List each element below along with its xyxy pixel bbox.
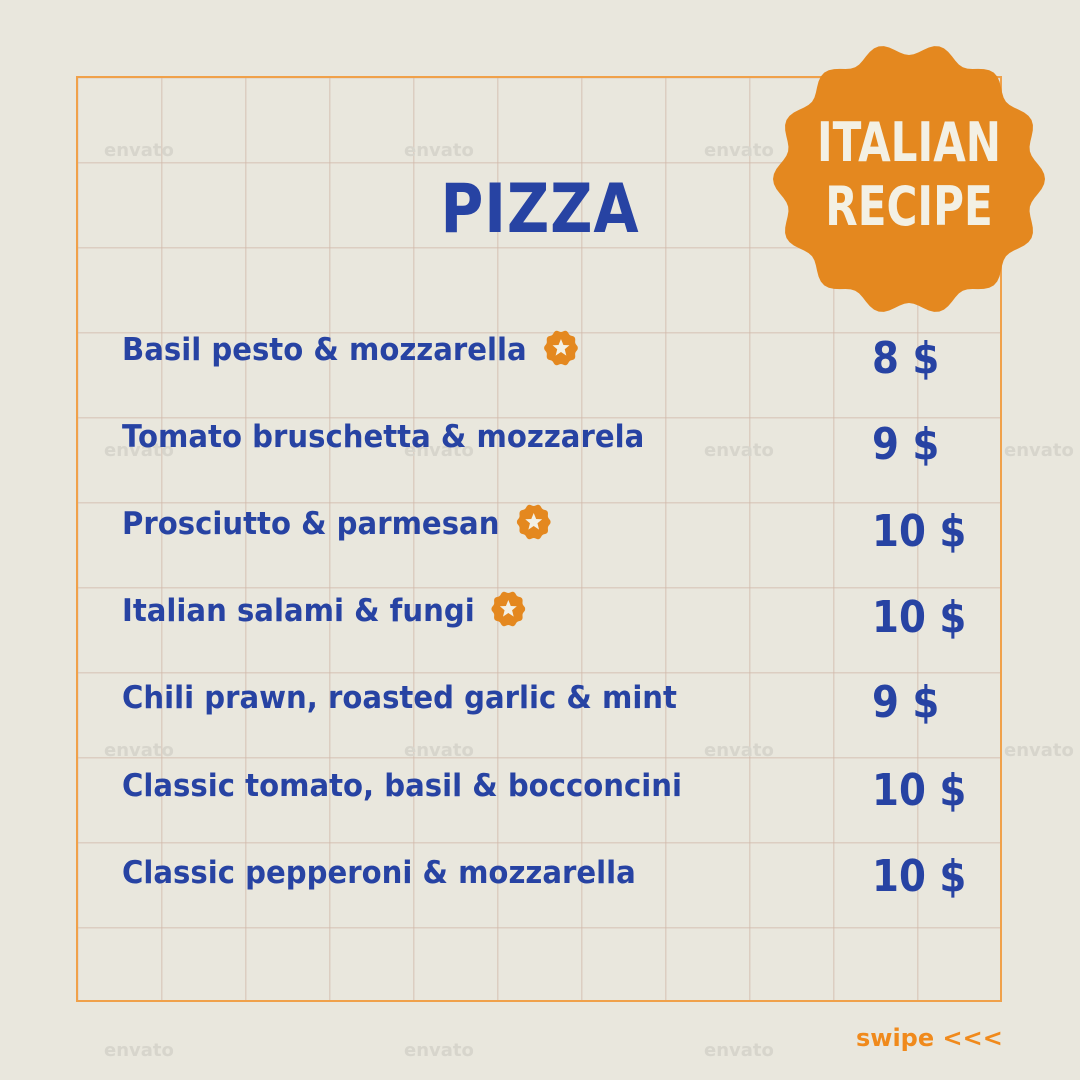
menu-item-label: Basil pesto & mozzarella xyxy=(122,332,527,368)
swipe-hint[interactable]: swipe <<< xyxy=(856,1024,1003,1052)
watermark: envato xyxy=(104,1040,174,1061)
menu-item-price: 10 $ xyxy=(872,506,967,557)
menu-item-price: 10 $ xyxy=(872,851,967,902)
watermark: envato xyxy=(704,140,774,161)
watermark: envato xyxy=(404,440,474,461)
menu-item-label: Classic tomato, basil & bocconcini xyxy=(122,768,683,804)
badge-line-2: RECIPE xyxy=(825,175,993,238)
menu-item-name: Chili prawn, roasted garlic & mint xyxy=(122,678,677,718)
watermark: envato xyxy=(1004,440,1074,461)
watermark: envato xyxy=(404,1040,474,1061)
menu-item-label: Chili prawn, roasted garlic & mint xyxy=(122,680,677,716)
watermark: envato xyxy=(404,740,474,761)
star-icon xyxy=(516,504,551,540)
badge-text: ITALIAN RECIPE xyxy=(803,111,1015,239)
star-icon xyxy=(491,591,526,627)
watermark: envato xyxy=(704,440,774,461)
menu-item-name: Italian salami & fungi xyxy=(122,591,526,631)
menu-item-label: Prosciutto & parmesan xyxy=(122,506,500,542)
menu-item-label: Classic pepperoni & mozzarella xyxy=(122,855,636,891)
menu-item-name: Classic pepperoni & mozzarella xyxy=(122,853,636,893)
watermark: envato xyxy=(1004,740,1074,761)
watermark: envato xyxy=(104,740,174,761)
menu-item-price: 10 $ xyxy=(872,765,967,816)
watermark: envato xyxy=(704,740,774,761)
menu-item-price: 9 $ xyxy=(872,419,940,470)
menu-item-name: Classic tomato, basil & bocconcini xyxy=(122,766,682,806)
star-icon xyxy=(543,330,578,366)
page-title: PIZZA xyxy=(440,170,640,249)
watermark: envato xyxy=(104,140,174,161)
watermark: envato xyxy=(704,1040,774,1061)
watermark: envato xyxy=(404,140,474,161)
menu-item-name: Prosciutto & parmesan xyxy=(122,504,551,544)
menu-item-price: 10 $ xyxy=(872,592,967,643)
scalloped-badge-shape xyxy=(773,46,1045,312)
badge-line-1: ITALIAN xyxy=(816,111,1002,174)
menu-item-name: Tomato bruschetta & mozzarela xyxy=(122,417,644,457)
menu-item-label: Italian salami & fungi xyxy=(122,593,475,629)
menu-item-price: 9 $ xyxy=(872,677,940,728)
watermark: envato xyxy=(104,440,174,461)
menu-item-price: 8 $ xyxy=(872,333,940,384)
menu-item-label: Tomato bruschetta & mozzarela xyxy=(122,419,645,455)
italian-recipe-badge: ITALIAN RECIPE xyxy=(773,43,1045,315)
menu-item-name: Basil pesto & mozzarella xyxy=(122,330,578,370)
